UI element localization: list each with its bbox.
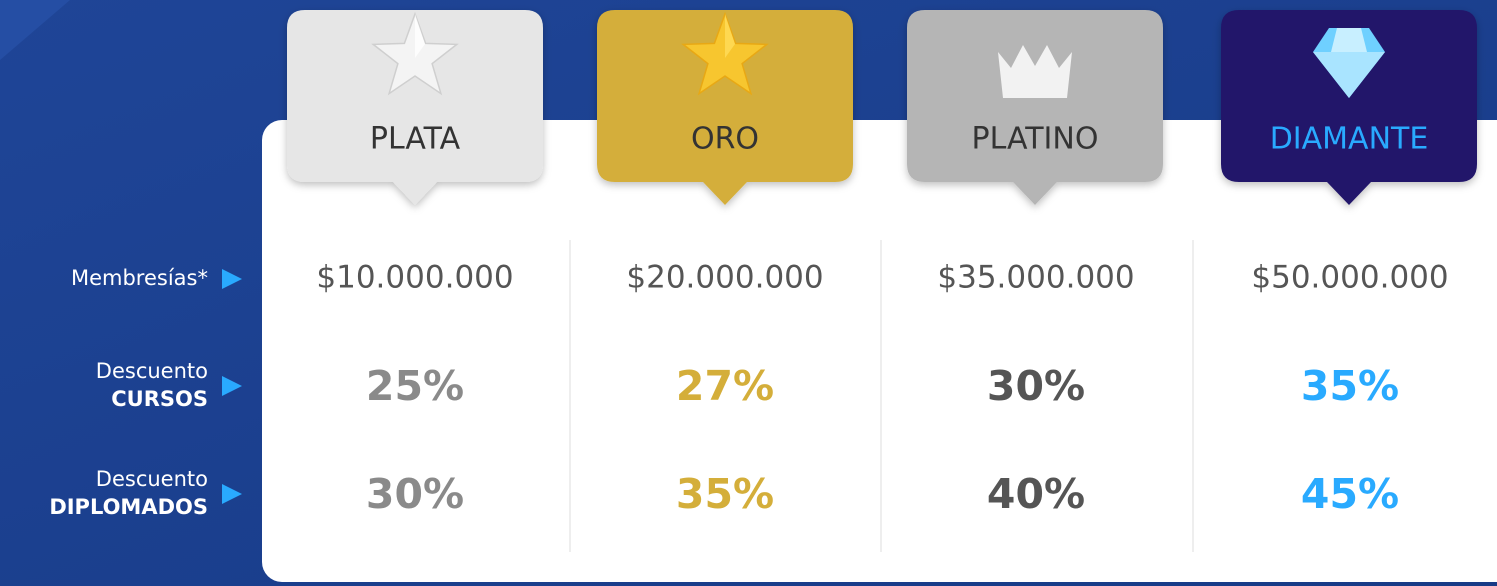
- tier-name: ORO: [691, 122, 759, 157]
- diploma-discount: 45%: [1301, 470, 1399, 518]
- crown-icon: [998, 45, 1072, 98]
- tier-name: DIAMANTE: [1270, 122, 1429, 157]
- diamond-facet: [1313, 52, 1385, 98]
- price: $50.000.000: [1251, 260, 1448, 296]
- row-label-strong: DIPLOMADOS: [49, 495, 208, 519]
- diamond-top: [1331, 28, 1367, 52]
- row-arrow: [222, 376, 242, 396]
- tier-box: [907, 10, 1163, 205]
- diploma-discount: 40%: [987, 470, 1085, 518]
- tier-box: [1221, 10, 1477, 205]
- star-shade: [725, 14, 735, 58]
- tier-name: PLATINO: [972, 122, 1099, 157]
- row-label: Descuento: [96, 359, 208, 383]
- tier-box: [597, 10, 853, 205]
- card: [262, 120, 1497, 582]
- course-discount: 25%: [366, 362, 464, 410]
- corner-accent: [0, 0, 70, 60]
- course-discount: 30%: [987, 362, 1085, 410]
- diploma-discount: 35%: [676, 470, 774, 518]
- diploma-discount: 30%: [366, 470, 464, 518]
- star-shade: [415, 14, 425, 58]
- price: $35.000.000: [937, 260, 1134, 296]
- row-label: Membresías*: [71, 266, 208, 290]
- price: $10.000.000: [316, 260, 513, 296]
- row-label: Descuento: [96, 467, 208, 491]
- tier-box: [287, 10, 543, 205]
- price: $20.000.000: [626, 260, 823, 296]
- tier-name: PLATA: [370, 122, 461, 157]
- row-label-strong: CURSOS: [111, 387, 208, 411]
- course-discount: 27%: [676, 362, 774, 410]
- row-arrow: [222, 269, 242, 289]
- content: PLATA $10.000.000 25% 30% ORO $20.000.000 27% 3…: [49, 10, 1477, 552]
- course-discount: 35%: [1301, 362, 1399, 410]
- row-arrow: [222, 484, 242, 504]
